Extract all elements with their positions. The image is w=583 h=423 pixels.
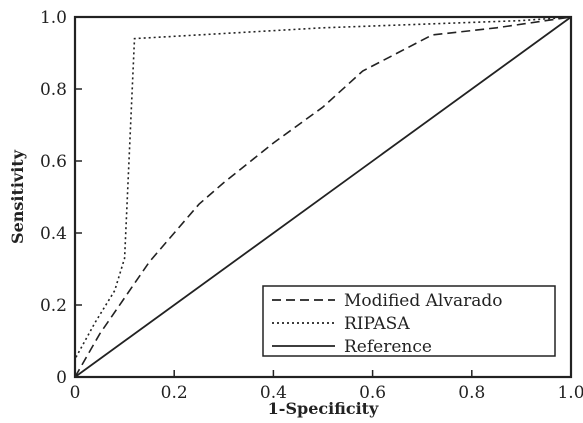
y-tick-label: 0 — [56, 368, 67, 388]
legend-box — [262, 285, 556, 357]
legend: Modified Alvarado RIPASA Reference — [262, 285, 556, 357]
series-layer — [74, 16, 572, 378]
y-tick-label: 1.0 — [40, 8, 67, 28]
y-tick-label: 0.8 — [40, 80, 67, 100]
series-line-0 — [74, 16, 572, 378]
x-tick-label: 0.6 — [359, 383, 386, 403]
legend-label-2: Reference — [344, 337, 432, 357]
legend-label-1: RIPASA — [344, 314, 410, 334]
y-axis-label: Sensitivity — [8, 149, 27, 244]
x-axis-label: 1-Specificity — [268, 399, 379, 418]
axes: 0 0.2 0.4 0.6 0.8 1.0 0 0.2 0.4 0.6 0.8 1.0 — [40, 8, 583, 403]
x-tick-label: 0.4 — [260, 383, 287, 403]
series-line-1 — [74, 16, 572, 377]
y-tick-label: 0.6 — [40, 152, 67, 172]
x-tick-label: 1.0 — [557, 383, 583, 403]
y-tick-label: 0.2 — [40, 296, 67, 316]
y-tick-label: 0.4 — [40, 224, 67, 244]
plot-frame — [73, 15, 573, 379]
x-tick-label: 0.2 — [161, 383, 188, 403]
series-line-2 — [74, 16, 572, 378]
x-tick-label: 0 — [70, 383, 81, 403]
legend-label-0: Modified Alvarado — [344, 291, 502, 311]
x-tick-label: 0.8 — [458, 383, 485, 403]
